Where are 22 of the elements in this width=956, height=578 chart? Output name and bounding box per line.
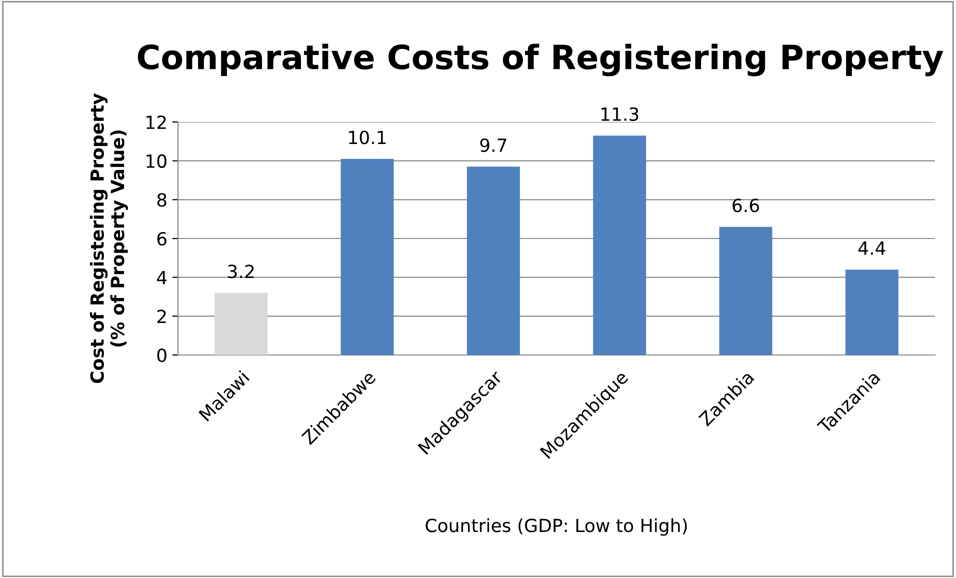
bar <box>214 292 268 355</box>
bar <box>845 270 898 355</box>
y-tick-label: 8 <box>157 193 166 207</box>
y-tick-label: 4 <box>156 271 167 284</box>
data-label: 4.4 <box>858 242 886 255</box>
data-label: 6.6 <box>732 198 759 212</box>
y-axis-title: Cost of Registering Property (% of Property Value) <box>90 93 128 384</box>
y-tick-label: 12 <box>146 115 166 129</box>
y-tick-label: 10 <box>146 154 166 168</box>
data-label: 3.2 <box>228 264 254 278</box>
bar <box>593 136 646 355</box>
y-tick-label: 2 <box>157 310 166 324</box>
bar <box>340 158 394 355</box>
bar <box>466 166 520 355</box>
data-label: 9.7 <box>480 138 506 152</box>
y-tick-label: 6 <box>157 232 166 246</box>
chart-title: Comparative Costs of Registering Property <box>138 44 944 76</box>
data-label: 10.1 <box>349 130 386 144</box>
x-axis-title: Countries (GDP: Low to High) <box>426 518 687 536</box>
y-tick-label: 0 <box>157 348 166 362</box>
bar <box>719 226 772 355</box>
data-label: 11.3 <box>601 107 638 121</box>
